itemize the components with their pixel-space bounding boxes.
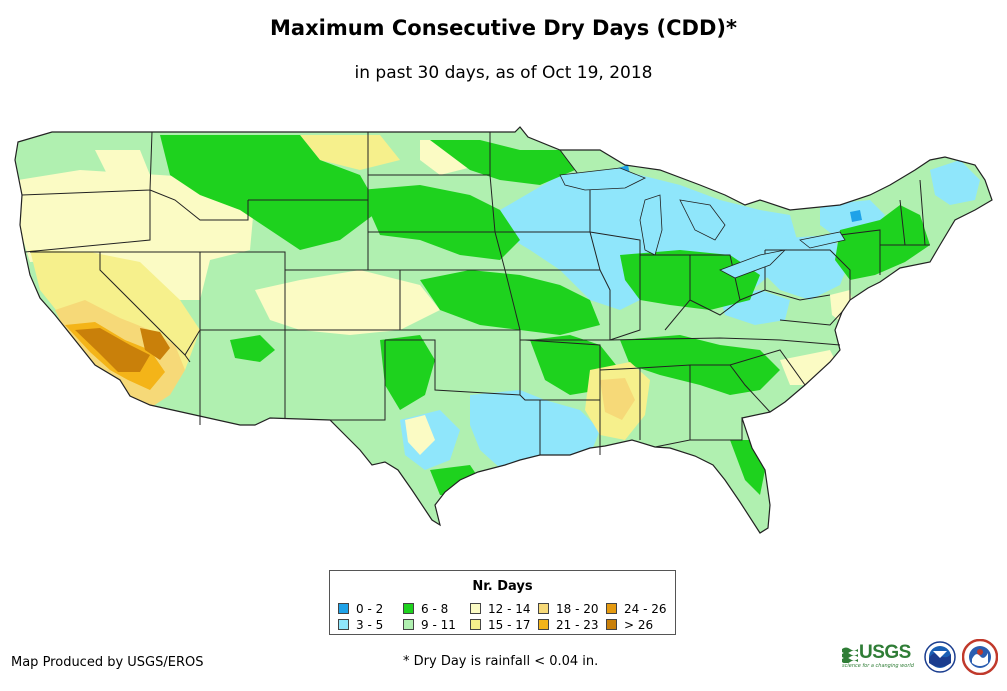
legend-item: 12 - 14 bbox=[470, 602, 531, 616]
legend-item: > 26 bbox=[606, 618, 653, 632]
noaa-logo-icon bbox=[924, 641, 956, 673]
lake-huron bbox=[679, 199, 726, 241]
legend-item: 0 - 2 bbox=[338, 602, 383, 616]
dry-day-footnote: * Dry Day is rainfall < 0.04 in. bbox=[403, 654, 599, 669]
legend-label: 21 - 23 bbox=[556, 618, 599, 632]
legend-swatch bbox=[403, 619, 414, 630]
nws-logo-icon bbox=[962, 639, 998, 675]
usgs-logo: USGS science for a changing world bbox=[842, 642, 918, 670]
cdd-fill-layer bbox=[15, 127, 992, 533]
legend-label: > 26 bbox=[624, 618, 654, 632]
legend-label: 18 - 20 bbox=[556, 602, 599, 616]
lake-superior bbox=[559, 167, 646, 191]
map-subtitle: in past 30 days, as of Oct 19, 2018 bbox=[354, 63, 653, 83]
legend-swatch bbox=[606, 619, 617, 630]
legend-item: 21 - 23 bbox=[538, 618, 599, 632]
legend-swatch bbox=[403, 603, 414, 614]
legend-item: 6 - 8 bbox=[403, 602, 448, 616]
legend-swatch bbox=[470, 603, 481, 614]
map-title: Maximum Consecutive Dry Days (CDD)* bbox=[270, 16, 737, 40]
legend-swatch bbox=[538, 603, 549, 614]
usgs-wordmark: USGS bbox=[859, 642, 911, 663]
legend-swatch bbox=[338, 619, 349, 630]
legend-item: 24 - 26 bbox=[606, 602, 667, 616]
legend-item: 9 - 11 bbox=[403, 618, 456, 632]
legend-label: 15 - 17 bbox=[488, 618, 531, 632]
legend-swatch bbox=[538, 619, 549, 630]
lake-ontario bbox=[799, 231, 846, 249]
legend-label: 9 - 11 bbox=[421, 618, 456, 632]
lake-erie bbox=[719, 249, 787, 279]
legend-swatch bbox=[470, 619, 481, 630]
usgs-wave-icon bbox=[842, 647, 858, 663]
legend-label: 6 - 8 bbox=[421, 602, 449, 616]
legend-label: 3 - 5 bbox=[356, 618, 384, 632]
usgs-tagline: science for a changing world bbox=[842, 663, 914, 669]
lake-michigan bbox=[639, 194, 663, 256]
great-lakes bbox=[559, 167, 846, 279]
map-credit: Map Produced by USGS/EROS bbox=[11, 655, 204, 670]
legend-swatch bbox=[338, 603, 349, 614]
legend-item: 18 - 20 bbox=[538, 602, 599, 616]
legend-item: 15 - 17 bbox=[470, 618, 531, 632]
legend-label: 0 - 2 bbox=[356, 602, 384, 616]
legend-label: 12 - 14 bbox=[488, 602, 531, 616]
state-borders bbox=[14, 126, 993, 534]
legend-item: 3 - 5 bbox=[338, 618, 383, 632]
legend-swatch bbox=[606, 603, 617, 614]
legend-title: Nr. Days bbox=[472, 579, 533, 594]
map-legend: Nr. Days 0 - 2 3 - 5 6 - 8 9 - 11 12 - 1… bbox=[329, 570, 676, 635]
legend-label: 24 - 26 bbox=[624, 602, 667, 616]
